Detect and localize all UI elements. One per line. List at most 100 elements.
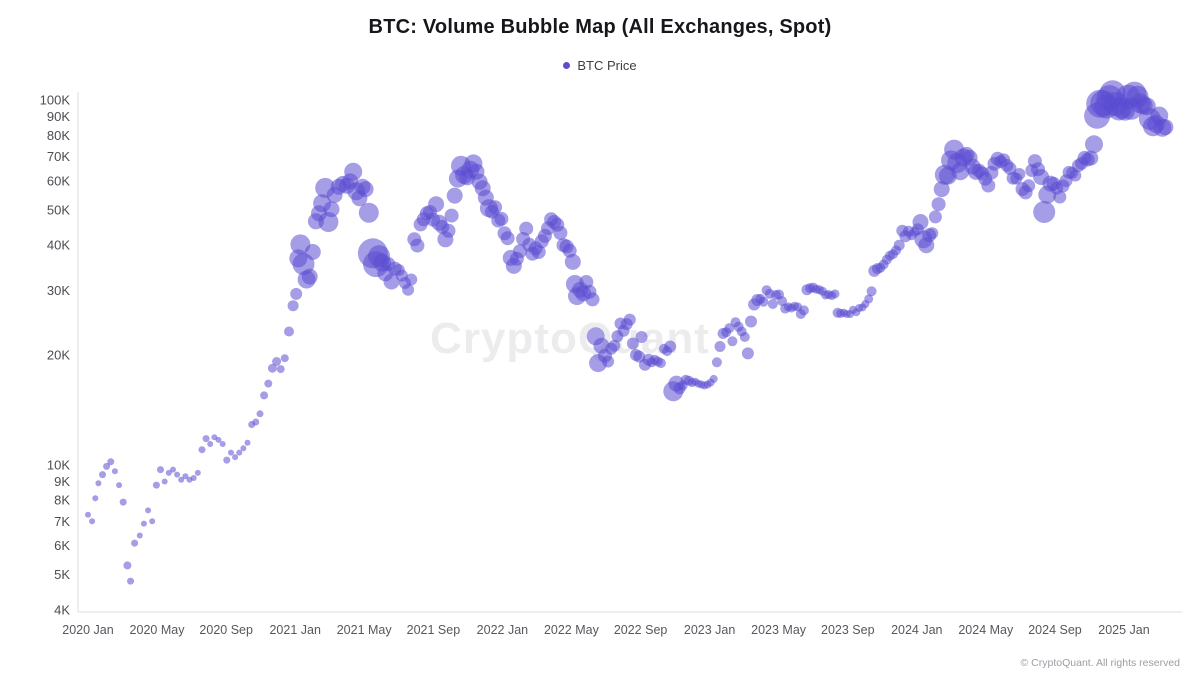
bubble — [564, 253, 581, 270]
bubble — [711, 357, 722, 368]
bubble — [202, 435, 210, 443]
y-tick-label: 100K — [40, 93, 71, 108]
y-tick-label: 80K — [47, 128, 70, 143]
x-tick-label: 2021 May — [337, 623, 393, 637]
bubble — [519, 221, 534, 236]
x-tick-label: 2020 Jan — [62, 623, 113, 637]
y-tick-label: 7K — [54, 514, 70, 529]
bubble — [318, 212, 339, 232]
y-tick-label: 5K — [54, 567, 70, 582]
bubble — [119, 498, 127, 506]
bubble — [1033, 201, 1056, 223]
y-tick-label: 60K — [47, 173, 70, 188]
bubble-series — [85, 80, 1174, 585]
bubble — [931, 197, 946, 212]
x-axis-labels: 2020 Jan 2020 May 2020 Sep 2021 Jan 2021 May… — [62, 623, 1149, 637]
bubble — [402, 283, 415, 296]
y-tick-label: 50K — [47, 202, 70, 217]
bubble — [276, 365, 285, 374]
bubble — [714, 341, 726, 352]
bubble — [190, 475, 197, 481]
bubble — [103, 462, 111, 470]
bubble — [116, 482, 123, 489]
x-tick-label: 2025 Jan — [1098, 623, 1149, 637]
axis-spines — [77, 92, 1182, 613]
bubble — [157, 466, 164, 474]
bubble — [215, 436, 222, 443]
x-tick-label: 2020 May — [130, 623, 186, 637]
bubble — [664, 340, 677, 353]
bubble — [724, 323, 735, 334]
bubble — [323, 201, 340, 218]
bubble — [165, 469, 172, 476]
bubble — [223, 456, 231, 464]
chart-title: BTC: Volume Bubble Map (All Exchanges, S… — [368, 16, 832, 38]
bubble — [123, 561, 132, 570]
bubble — [635, 331, 648, 343]
y-tick-label: 4K — [54, 603, 70, 618]
bubble — [623, 313, 636, 326]
x-tick-label: 2020 Sep — [199, 623, 253, 637]
bubble — [178, 476, 185, 483]
bubble — [488, 200, 503, 215]
bubble — [228, 449, 234, 456]
bubble — [170, 466, 176, 473]
x-tick-label: 2023 May — [751, 623, 807, 637]
bubble — [585, 292, 600, 307]
bubble — [602, 355, 615, 368]
bubble — [444, 208, 459, 223]
bubble — [252, 418, 260, 426]
bubble — [95, 480, 102, 487]
bubble — [111, 468, 118, 475]
legend-label: BTC Price — [577, 58, 637, 73]
copyright-text: © CryptoQuant. All rights reserved — [1020, 657, 1180, 669]
bubble — [912, 214, 929, 230]
bubble — [174, 471, 181, 478]
bubble — [240, 445, 247, 452]
bubble — [446, 187, 463, 204]
legend-item-btc-price[interactable]: BTC Price — [0, 58, 1200, 73]
bubble — [893, 239, 905, 251]
x-tick-label: 2022 May — [544, 623, 600, 637]
x-tick-label: 2024 Jan — [891, 623, 942, 637]
bubble — [531, 245, 546, 259]
bubble — [140, 520, 147, 527]
bubble — [161, 478, 168, 485]
bubble — [260, 391, 269, 400]
y-tick-label: 40K — [47, 238, 70, 253]
bubble — [655, 358, 666, 369]
bubble — [758, 296, 769, 307]
bubble — [727, 336, 738, 347]
bubble — [741, 347, 754, 360]
bubble — [709, 374, 718, 383]
bubble — [89, 518, 96, 525]
bubble — [981, 178, 996, 193]
bubble — [767, 299, 778, 309]
bubble — [626, 337, 639, 350]
y-tick-label: 90K — [47, 109, 70, 124]
bubble — [219, 441, 226, 447]
bubble — [236, 449, 243, 456]
bubble — [304, 244, 321, 260]
y-tick-label: 6K — [54, 538, 70, 553]
bubble — [428, 196, 445, 213]
bubble — [284, 326, 294, 337]
bubble — [264, 379, 273, 388]
x-tick-label: 2022 Sep — [614, 623, 668, 637]
bubble — [864, 294, 874, 304]
bubble — [1085, 135, 1103, 154]
legend-dot-icon — [563, 62, 571, 69]
bubble — [344, 162, 363, 181]
bubble — [494, 211, 509, 226]
bubble — [107, 458, 115, 466]
bubble — [280, 354, 289, 363]
bubble — [745, 315, 757, 328]
y-tick-label: 70K — [47, 149, 70, 164]
y-tick-label: 8K — [54, 493, 70, 508]
bubble — [866, 286, 877, 297]
bubble — [244, 439, 251, 446]
bubble — [152, 481, 160, 489]
x-tick-label: 2024 May — [958, 623, 1014, 637]
